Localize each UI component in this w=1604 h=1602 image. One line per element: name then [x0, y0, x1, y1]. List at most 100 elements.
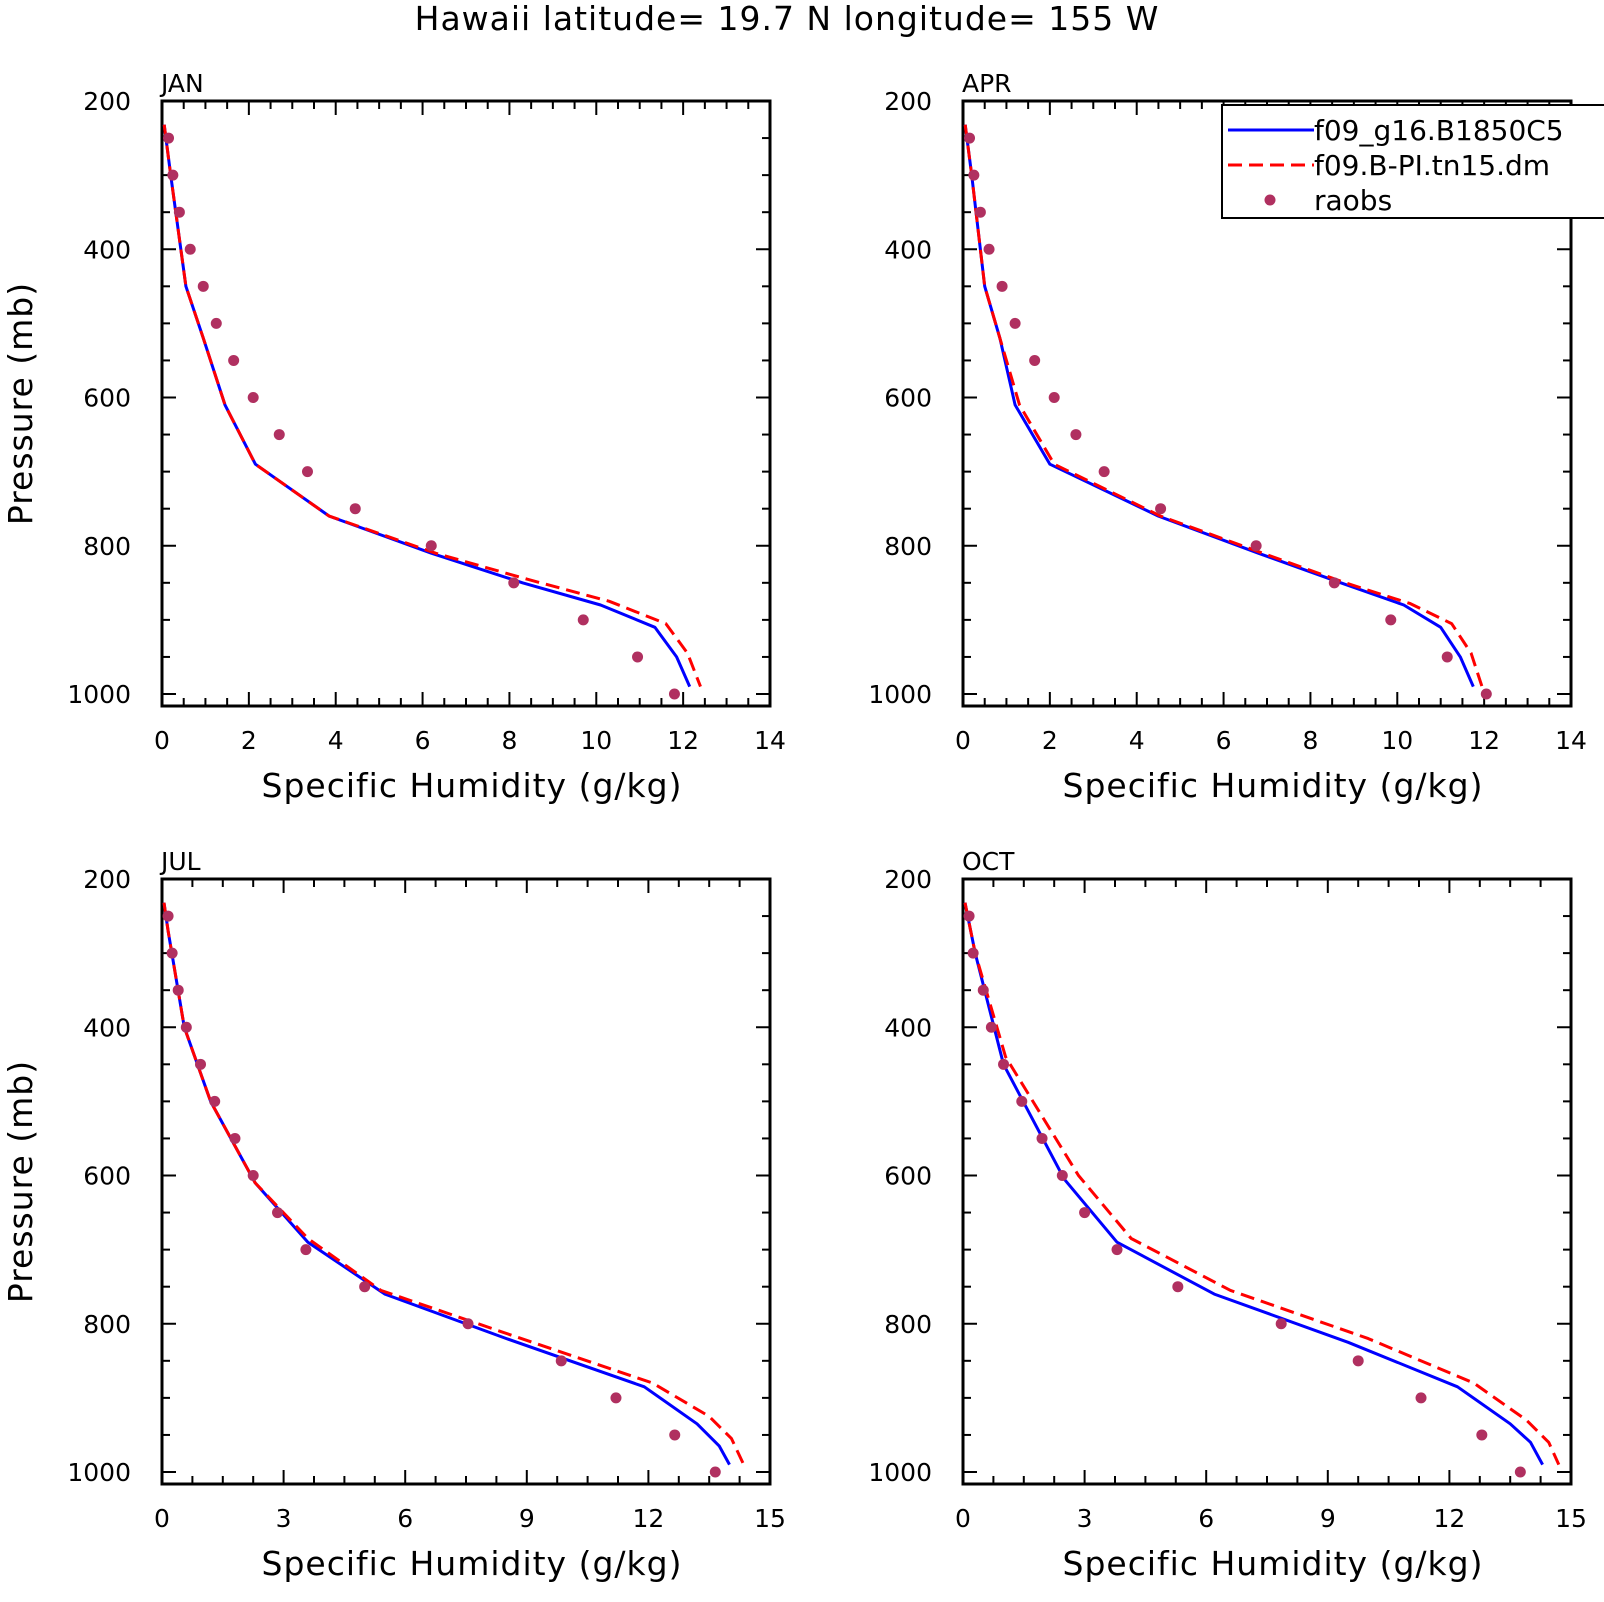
raobs-point	[555, 1355, 567, 1367]
y-tick-label: 1000	[868, 1458, 932, 1487]
raobs-point	[172, 984, 184, 996]
y-tick-label: 200	[884, 87, 932, 116]
raobs-point	[1441, 651, 1453, 663]
raobs-point	[577, 614, 589, 626]
raobs-point	[508, 577, 520, 589]
series-line-f09-g16-b1850c5	[963, 902, 1544, 1466]
x-tick-label: 2	[241, 726, 257, 755]
raobs-point	[228, 354, 240, 366]
x-tick-label: 15	[754, 1504, 786, 1533]
raobs-point	[1048, 392, 1060, 403]
x-tick-label: 0	[154, 1504, 170, 1533]
raobs-point	[1476, 1429, 1488, 1441]
data-layer	[963, 124, 1492, 700]
y-tick-label: 200	[83, 87, 131, 116]
series-line-f09-b-pi-tn15-dm	[963, 124, 1484, 688]
y-axis-label: Pressure (mb)	[1, 1060, 40, 1303]
raobs-point	[977, 984, 989, 996]
x-tick-label: 10	[580, 726, 612, 755]
raobs-point	[162, 910, 174, 922]
x-tick-label: 8	[1302, 726, 1318, 755]
raobs-point	[1328, 577, 1340, 589]
x-axis-label: Specific Humidity (g/kg)	[262, 1544, 683, 1583]
y-tick-label: 800	[83, 532, 131, 561]
raobs-point	[963, 910, 975, 922]
x-tick-label: 12	[1468, 726, 1500, 755]
raobs-point	[462, 1318, 474, 1330]
series-line-f09-b-pi-tn15-dm	[963, 902, 1561, 1466]
raobs-point	[195, 1058, 207, 1070]
y-tick-label: 600	[884, 384, 932, 413]
x-tick-label: 3	[276, 1504, 292, 1533]
raobs-point	[301, 466, 313, 478]
x-tick-label: 0	[955, 726, 971, 755]
panel-label: OCT	[962, 847, 1015, 876]
x-tick-label: 4	[328, 726, 344, 755]
raobs-point	[229, 1132, 241, 1144]
x-tick-label: 9	[1320, 1504, 1336, 1533]
y-tick-label: 1000	[67, 680, 131, 709]
raobs-point	[1056, 1170, 1068, 1181]
raobs-point	[610, 1392, 622, 1404]
panel-jul: JUL 0 3 6 9 12 15 200 400 600 800 1000 Specific Humi…	[1, 847, 786, 1583]
y-tick-label: 400	[884, 1013, 932, 1042]
raobs-point	[996, 280, 1008, 292]
y-tick-label: 600	[83, 384, 131, 413]
raobs-point	[1275, 1318, 1287, 1330]
y-tick-label: 400	[884, 235, 932, 264]
raobs-point	[968, 169, 980, 181]
raobs-point	[998, 1058, 1010, 1070]
raobs-point	[1016, 1095, 1028, 1107]
raobs-point	[709, 1466, 721, 1478]
panel-label: JAN	[159, 69, 204, 98]
raobs-point	[974, 206, 986, 218]
raobs-point	[349, 503, 361, 515]
data-layer	[963, 902, 1561, 1478]
raobs-point	[209, 1095, 221, 1107]
x-tick-label: 14	[1555, 726, 1587, 755]
y-tick-label: 600	[83, 1162, 131, 1191]
raobs-point	[1036, 1132, 1048, 1144]
raobs-point	[167, 169, 179, 181]
raobs-point	[1070, 429, 1082, 441]
data-layer	[162, 902, 746, 1478]
raobs-point	[173, 206, 185, 218]
panel-apr: APR 0 2 4 6 8 10 12 14 200 400 600 800 1000 Specific H…	[868, 69, 1604, 805]
raobs-point	[425, 540, 437, 552]
x-tick-label: 4	[1129, 726, 1145, 755]
y-tick-label: 600	[884, 1162, 932, 1191]
raobs-point	[1250, 540, 1262, 552]
raobs-point	[197, 280, 209, 292]
raobs-point	[210, 317, 222, 329]
y-tick-label: 1000	[67, 1458, 131, 1487]
raobs-point	[1172, 1281, 1184, 1293]
y-tick-label: 800	[884, 1310, 932, 1339]
raobs-point	[985, 1021, 997, 1033]
x-tick-label: 12	[632, 1504, 664, 1533]
legend-label: raobs	[1314, 184, 1392, 217]
raobs-point	[247, 392, 259, 403]
raobs-point	[983, 243, 995, 255]
series-line-f09-b-pi-tn15-dm	[162, 902, 746, 1466]
x-tick-label: 0	[955, 1504, 971, 1533]
raobs-point	[1079, 1207, 1091, 1219]
raobs-point	[1098, 466, 1110, 478]
raobs-point	[180, 1021, 192, 1033]
x-tick-label: 6	[415, 726, 431, 755]
plot-frame	[160, 99, 772, 708]
raobs-point	[247, 1170, 259, 1181]
panel-jan: JAN 0 2 4 6 8 10 12 14 200 400 600 800 1000 Specific H…	[1, 69, 786, 805]
y-axis-label: Pressure (mb)	[1, 282, 40, 525]
legend-box	[1221, 104, 1604, 219]
panel-oct: OCT 0 3 6 9 12 15 200 400 600 800 1000 Specific Humi…	[868, 847, 1587, 1583]
raobs-point	[1385, 614, 1397, 626]
raobs-point	[1155, 503, 1167, 515]
legend-marker-raobs	[1264, 194, 1276, 206]
y-tick-label: 200	[83, 865, 131, 894]
y-tick-label: 200	[884, 865, 932, 894]
raobs-point	[669, 1429, 681, 1441]
x-axis-label: Specific Humidity (g/kg)	[262, 766, 683, 805]
x-tick-label: 6	[1216, 726, 1232, 755]
x-tick-label: 6	[1198, 1504, 1214, 1533]
